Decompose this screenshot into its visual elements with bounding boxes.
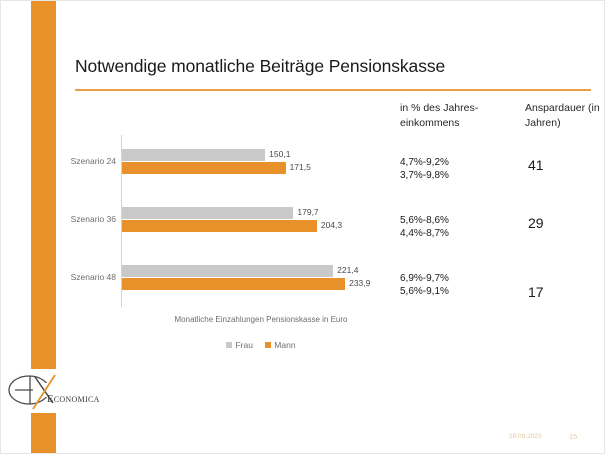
- bar-mann: [122, 162, 286, 174]
- title-divider: [75, 89, 591, 91]
- bar-value-mann: 204,3: [320, 220, 343, 230]
- chart-axis-line: [121, 135, 122, 307]
- percent-mann: 5,6%-9,1%: [400, 286, 449, 297]
- chart-axis-title: Monatliche Einzahlungen Pensionskasse in…: [174, 315, 348, 324]
- bar-value-mann: 171,5: [289, 162, 311, 172]
- bar-frau: [122, 149, 266, 161]
- percent-cell: 5,6%-8,6% 4,4%-8,7%: [400, 214, 449, 240]
- page-title: Notwendige monatliche Beiträge Pensionsk…: [75, 56, 446, 76]
- percent-cell: 6,9%-9,7% 5,6%-9,1%: [400, 272, 449, 298]
- bar-frau: [122, 265, 334, 277]
- legend-label-frau: Frau: [235, 339, 253, 350]
- percent-frau: 5,6%-8,6%: [400, 215, 449, 226]
- percent-cell: 4,7%-9,2% 3,7%-9,8%: [400, 156, 449, 182]
- footer-page-number: 15: [569, 432, 578, 441]
- chart-category-label: Szenario 48: [70, 272, 116, 282]
- economica-wordmark-cap: E: [47, 394, 54, 405]
- bar-value-mann: 233,9: [349, 278, 371, 288]
- economica-wordmark-rest: CONOMICA: [53, 395, 100, 404]
- duration-cell: 29: [528, 215, 544, 231]
- legend-label-mann: Mann: [274, 339, 296, 350]
- legend-item-mann: Mann: [265, 339, 296, 350]
- economica-wordmark: ECONOMICA: [47, 394, 100, 405]
- legend-swatch-frau: [226, 341, 233, 348]
- percent-frau: 6,9%-9,7%: [400, 273, 449, 284]
- bar-frau: [122, 207, 294, 219]
- percent-frau: 4,7%-9,2%: [400, 157, 449, 168]
- duration-cell: 41: [528, 157, 544, 173]
- legend-swatch-mann: [265, 341, 272, 348]
- chart-category-group: Szenario 36 179,7 204,3: [56, 207, 396, 237]
- bar-chart: Szenario 24 150,1 171,5 Szenario 36 179,…: [56, 133, 396, 313]
- bar-value-frau: 221,4: [337, 265, 359, 275]
- chart-category-group: Szenario 48 221,4 233,9: [56, 265, 396, 295]
- column-header-percent: in % des Jahres- einkommens: [400, 102, 479, 129]
- economica-logo: ECONOMICA: [3, 369, 99, 415]
- duration-cell: 17: [528, 284, 544, 300]
- percent-mann: 3,7%-9,8%: [400, 170, 449, 181]
- column-header-duration: Anspardauer (in Jahren): [525, 102, 600, 129]
- footer-date: 28.08.2023: [509, 433, 542, 440]
- bar-mann: [122, 278, 346, 290]
- chart-legend: Frau Mann: [121, 339, 401, 350]
- legend-item-frau: Frau: [226, 339, 253, 350]
- bar-value-frau: 150,1: [269, 149, 291, 159]
- accent-band-top: [31, 1, 56, 369]
- chart-category-label: Szenario 36: [70, 214, 116, 224]
- chart-category-group: Szenario 24 150,1 171,5: [56, 149, 396, 179]
- accent-band-bottom: [31, 413, 56, 453]
- bar-value-frau: 179,7: [297, 207, 319, 217]
- chart-category-label: Szenario 24: [70, 156, 116, 166]
- economica-logo-mark: [8, 374, 56, 410]
- bar-mann: [122, 220, 317, 232]
- percent-mann: 4,4%-8,7%: [400, 228, 449, 239]
